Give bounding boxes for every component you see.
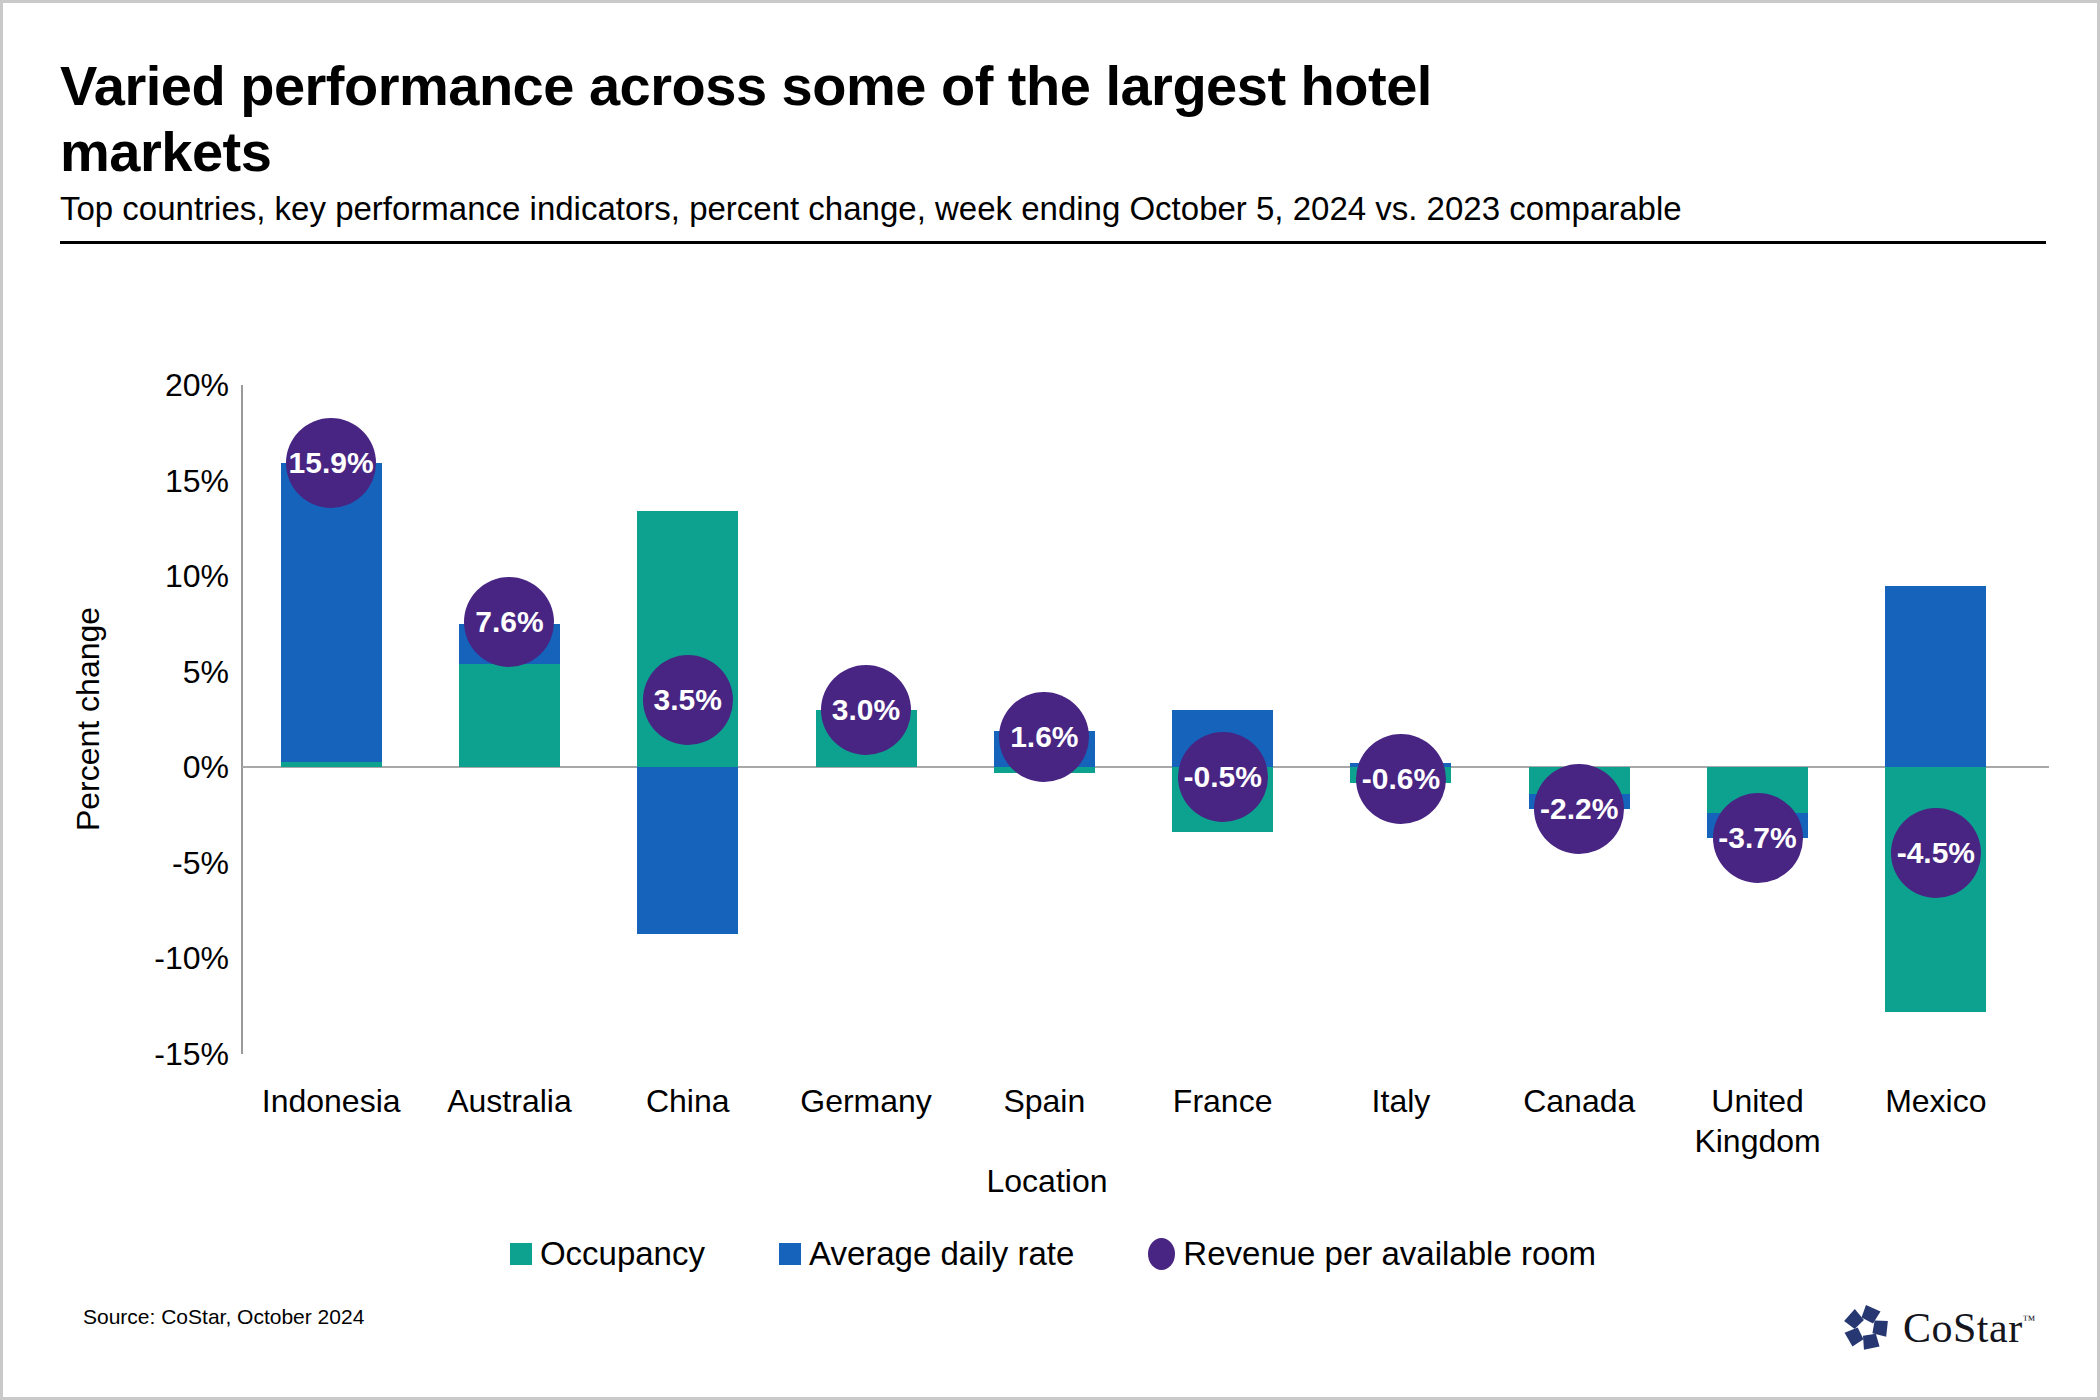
- revpar-bubble-italy: -0.6%: [1356, 734, 1446, 824]
- x-category-label: Germany: [778, 1081, 954, 1121]
- x-category-label: Mexico: [1848, 1081, 2024, 1121]
- chart-legend: Occupancy Average daily rate Revenue per…: [3, 1235, 2100, 1273]
- chart-page: Varied performance across some of the la…: [0, 0, 2100, 1400]
- revpar-bubble-germany: 3.0%: [821, 665, 911, 755]
- ytick-label: 15%: [69, 465, 229, 497]
- legend-label-revpar: Revenue per available room: [1183, 1235, 1596, 1273]
- occupancy-bar-australia: [459, 664, 560, 767]
- x-axis-title: Location: [987, 1163, 1108, 1200]
- occupancy-bar-indonesia: [281, 762, 382, 768]
- revpar-bubble-united-kingdom: -3.7%: [1713, 793, 1803, 883]
- ytick-label: 10%: [69, 560, 229, 592]
- brand-lockup: CoStar™: [1841, 1303, 2036, 1353]
- revpar-bubble-spain: 1.6%: [999, 692, 1089, 782]
- x-category-label: France: [1135, 1081, 1311, 1121]
- legend-item-occupancy: Occupancy: [510, 1235, 705, 1273]
- x-category-label: Indonesia: [243, 1081, 419, 1121]
- y-axis-line: [241, 385, 243, 1054]
- average-daily-rate-bar-mexico: [1885, 586, 1986, 768]
- average-daily-rate-bar-china: [637, 767, 738, 933]
- revpar-bubble-indonesia: 15.9%: [286, 418, 376, 508]
- costar-logo-icon: [1841, 1303, 1891, 1353]
- legend-label-adr: Average daily rate: [809, 1235, 1074, 1273]
- source-note: Source: CoStar, October 2024: [83, 1305, 364, 1329]
- revpar-bubble-canada: -2.2%: [1534, 764, 1624, 854]
- x-category-label: United Kingdom: [1670, 1081, 1846, 1161]
- occupancy-swatch-icon: [510, 1243, 532, 1265]
- chart-plot-area: Indonesia 15.9% Australia 7.6% China 3.5% Germ…: [3, 3, 2100, 1400]
- legend-item-adr: Average daily rate: [779, 1235, 1074, 1273]
- revpar-bubble-mexico: -4.5%: [1891, 808, 1981, 898]
- legend-item-revpar: Revenue per available room: [1148, 1235, 1596, 1273]
- revpar-bubble-france: -0.5%: [1178, 732, 1268, 822]
- ytick-label: -15%: [69, 1038, 229, 1070]
- x-category-label: China: [600, 1081, 776, 1121]
- x-category-label: Australia: [421, 1081, 597, 1121]
- x-category-label: Spain: [956, 1081, 1132, 1121]
- average-daily-rate-bar-indonesia: [281, 463, 382, 761]
- y-axis-title: Percent change: [70, 607, 107, 831]
- revpar-bubble-china: 3.5%: [643, 655, 733, 745]
- revpar-bubble-australia: 7.6%: [464, 577, 554, 667]
- trademark-symbol: ™: [2023, 1312, 2036, 1327]
- revpar-dot-icon: [1148, 1238, 1175, 1270]
- x-category-label: Italy: [1313, 1081, 1489, 1121]
- brand-name: CoStar™: [1903, 1304, 2036, 1352]
- adr-swatch-icon: [779, 1243, 801, 1265]
- ytick-label: 20%: [69, 369, 229, 401]
- ytick-label: -10%: [69, 942, 229, 974]
- ytick-label: -5%: [69, 847, 229, 879]
- x-category-label: Canada: [1491, 1081, 1667, 1121]
- legend-label-occupancy: Occupancy: [540, 1235, 705, 1273]
